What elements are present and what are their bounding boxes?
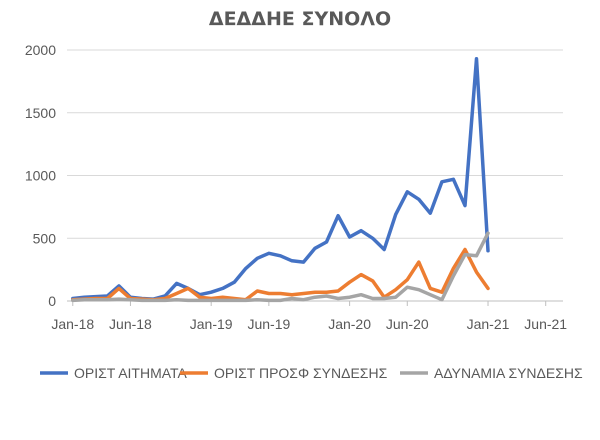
x-tick-label: Jan-21: [467, 316, 510, 332]
gridlines: [67, 49, 563, 302]
x-tick-label: Jan-20: [328, 316, 371, 332]
x-tick-label: Jan-19: [190, 316, 233, 332]
x-tick-label: Jan-18: [51, 316, 94, 332]
y-tick-label: 1000: [25, 168, 56, 184]
y-tick-label: 0: [48, 293, 56, 309]
chart-title: ΔΕΔΔΗΕ ΣΥΝΟΛΟ: [209, 8, 391, 30]
legend-label: ΟΡΙΣΤ ΑΙΤΗΜΑΤΑ: [74, 365, 188, 381]
series-lines: [71, 57, 490, 303]
y-tick-label: 500: [33, 230, 57, 246]
series-line-1: [71, 57, 490, 301]
x-axis-ticks: Jan-18 Jun-18 Jan-19 Jun-19 Jan-20 Jun-20 Jan-…: [51, 301, 567, 332]
legend-label: ΟΡΙΣΤ ΠΡΟΣΦ ΣΥΝΔΕΣΗΣ: [214, 365, 388, 381]
y-tick-label: 2000: [25, 42, 56, 58]
x-tick-label: Jun-19: [247, 316, 290, 332]
x-tick-label: Jun-21: [524, 316, 567, 332]
y-tick-label: 1500: [25, 105, 56, 121]
x-tick-label: Jun-20: [386, 316, 429, 332]
x-tick-label: Jun-18: [109, 316, 152, 332]
y-axis-ticks: 0 500 1000 1500 2000: [25, 42, 56, 309]
series-line-3: [71, 231, 490, 303]
legend-label: ΑΔΥΝΑΜΙΑ ΣΥΝΔΕΣΗΣ: [434, 365, 583, 381]
legend: ΟΡΙΣΤ ΑΙΤΗΜΑΤΑ ΟΡΙΣΤ ΠΡΟΣΦ ΣΥΝΔΕΣΗΣ ΑΔΥΝΑΜ…: [40, 365, 583, 381]
